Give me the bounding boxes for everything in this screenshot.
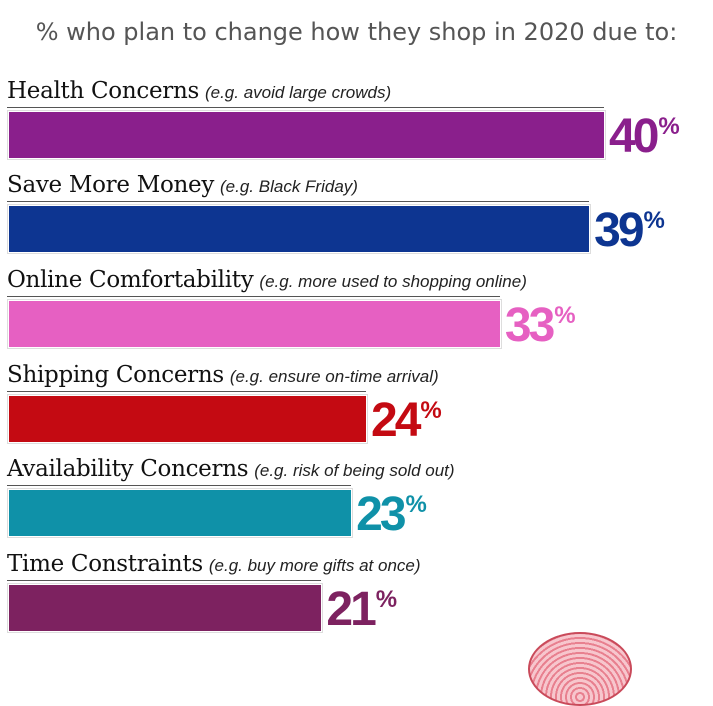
category-example: (e.g. more used to shopping online): [259, 272, 527, 291]
bar-chart: Health Concerns (e.g. avoid large crowds)…: [0, 78, 713, 646]
value-number: 24: [371, 394, 421, 447]
label-underline: [7, 580, 322, 581]
value-number: 33: [504, 299, 555, 352]
category-name: Time Constraints: [7, 551, 203, 577]
category-name: Save More Money: [7, 172, 215, 198]
bar: [8, 111, 605, 159]
category-example: (e.g. risk of being sold out): [254, 461, 455, 480]
category-label: Availability Concerns (e.g. risk of being…: [7, 456, 455, 482]
label-underline: [7, 107, 604, 108]
category-example: (e.g. buy more gifts at once): [208, 556, 421, 575]
value-label: 21%: [326, 585, 397, 635]
piggy-bank-icon: [528, 632, 632, 706]
value-number: 21: [326, 583, 376, 636]
percent-sign: %: [658, 113, 680, 140]
category-name: Health Concerns: [7, 78, 199, 104]
category-label: Save More Money (e.g. Black Friday): [7, 172, 358, 198]
bar: [8, 205, 591, 253]
value-label: 39%: [594, 206, 665, 256]
bar: [8, 584, 323, 632]
label-underline: [7, 296, 500, 297]
category-example: (e.g. avoid large crowds): [204, 83, 392, 102]
category-example: (e.g. ensure on-time arrival): [229, 367, 439, 386]
bar: [8, 395, 367, 443]
category-name: Shipping Concerns: [7, 362, 224, 388]
value-label: 24%: [371, 396, 442, 446]
chart-row: Health Concerns (e.g. avoid large crowds)…: [0, 78, 713, 173]
chart-row: Availability Concerns (e.g. risk of being…: [0, 456, 713, 551]
value-label: 33%: [505, 301, 576, 351]
category-name: Availability Concerns: [7, 456, 249, 482]
value-label: 23%: [356, 490, 427, 540]
chart-row: Online Comfortability (e.g. more used to …: [0, 267, 713, 362]
chart-row: Save More Money (e.g. Black Friday) 39%: [0, 172, 713, 267]
bar: [8, 300, 501, 348]
category-label: Health Concerns (e.g. avoid large crowds): [7, 78, 391, 104]
chart-row: Shipping Concerns (e.g. ensure on-time ar…: [0, 362, 713, 457]
percent-sign: %: [375, 586, 398, 613]
chart-title: % who plan to change how they shop in 20…: [35, 18, 678, 46]
label-underline: [7, 391, 366, 392]
percent-sign: %: [420, 397, 442, 424]
bar: [8, 489, 353, 537]
percent-sign: %: [643, 207, 665, 234]
value-number: 39: [594, 204, 644, 257]
value-number: 40: [609, 110, 659, 163]
percent-sign: %: [405, 491, 427, 518]
label-underline: [7, 485, 352, 486]
percent-sign: %: [554, 302, 576, 329]
category-label: Shipping Concerns (e.g. ensure on-time ar…: [7, 362, 439, 388]
category-label: Online Comfortability (e.g. more used to …: [7, 267, 527, 293]
value-label: 40%: [609, 112, 680, 162]
category-name: Online Comfortability: [7, 267, 254, 293]
category-label: Time Constraints (e.g. buy more gifts at …: [7, 551, 421, 577]
category-example: (e.g. Black Friday): [220, 177, 358, 196]
chart-row: Time Constraints (e.g. buy more gifts at …: [0, 551, 713, 646]
label-underline: [7, 201, 590, 202]
value-number: 23: [356, 488, 406, 541]
